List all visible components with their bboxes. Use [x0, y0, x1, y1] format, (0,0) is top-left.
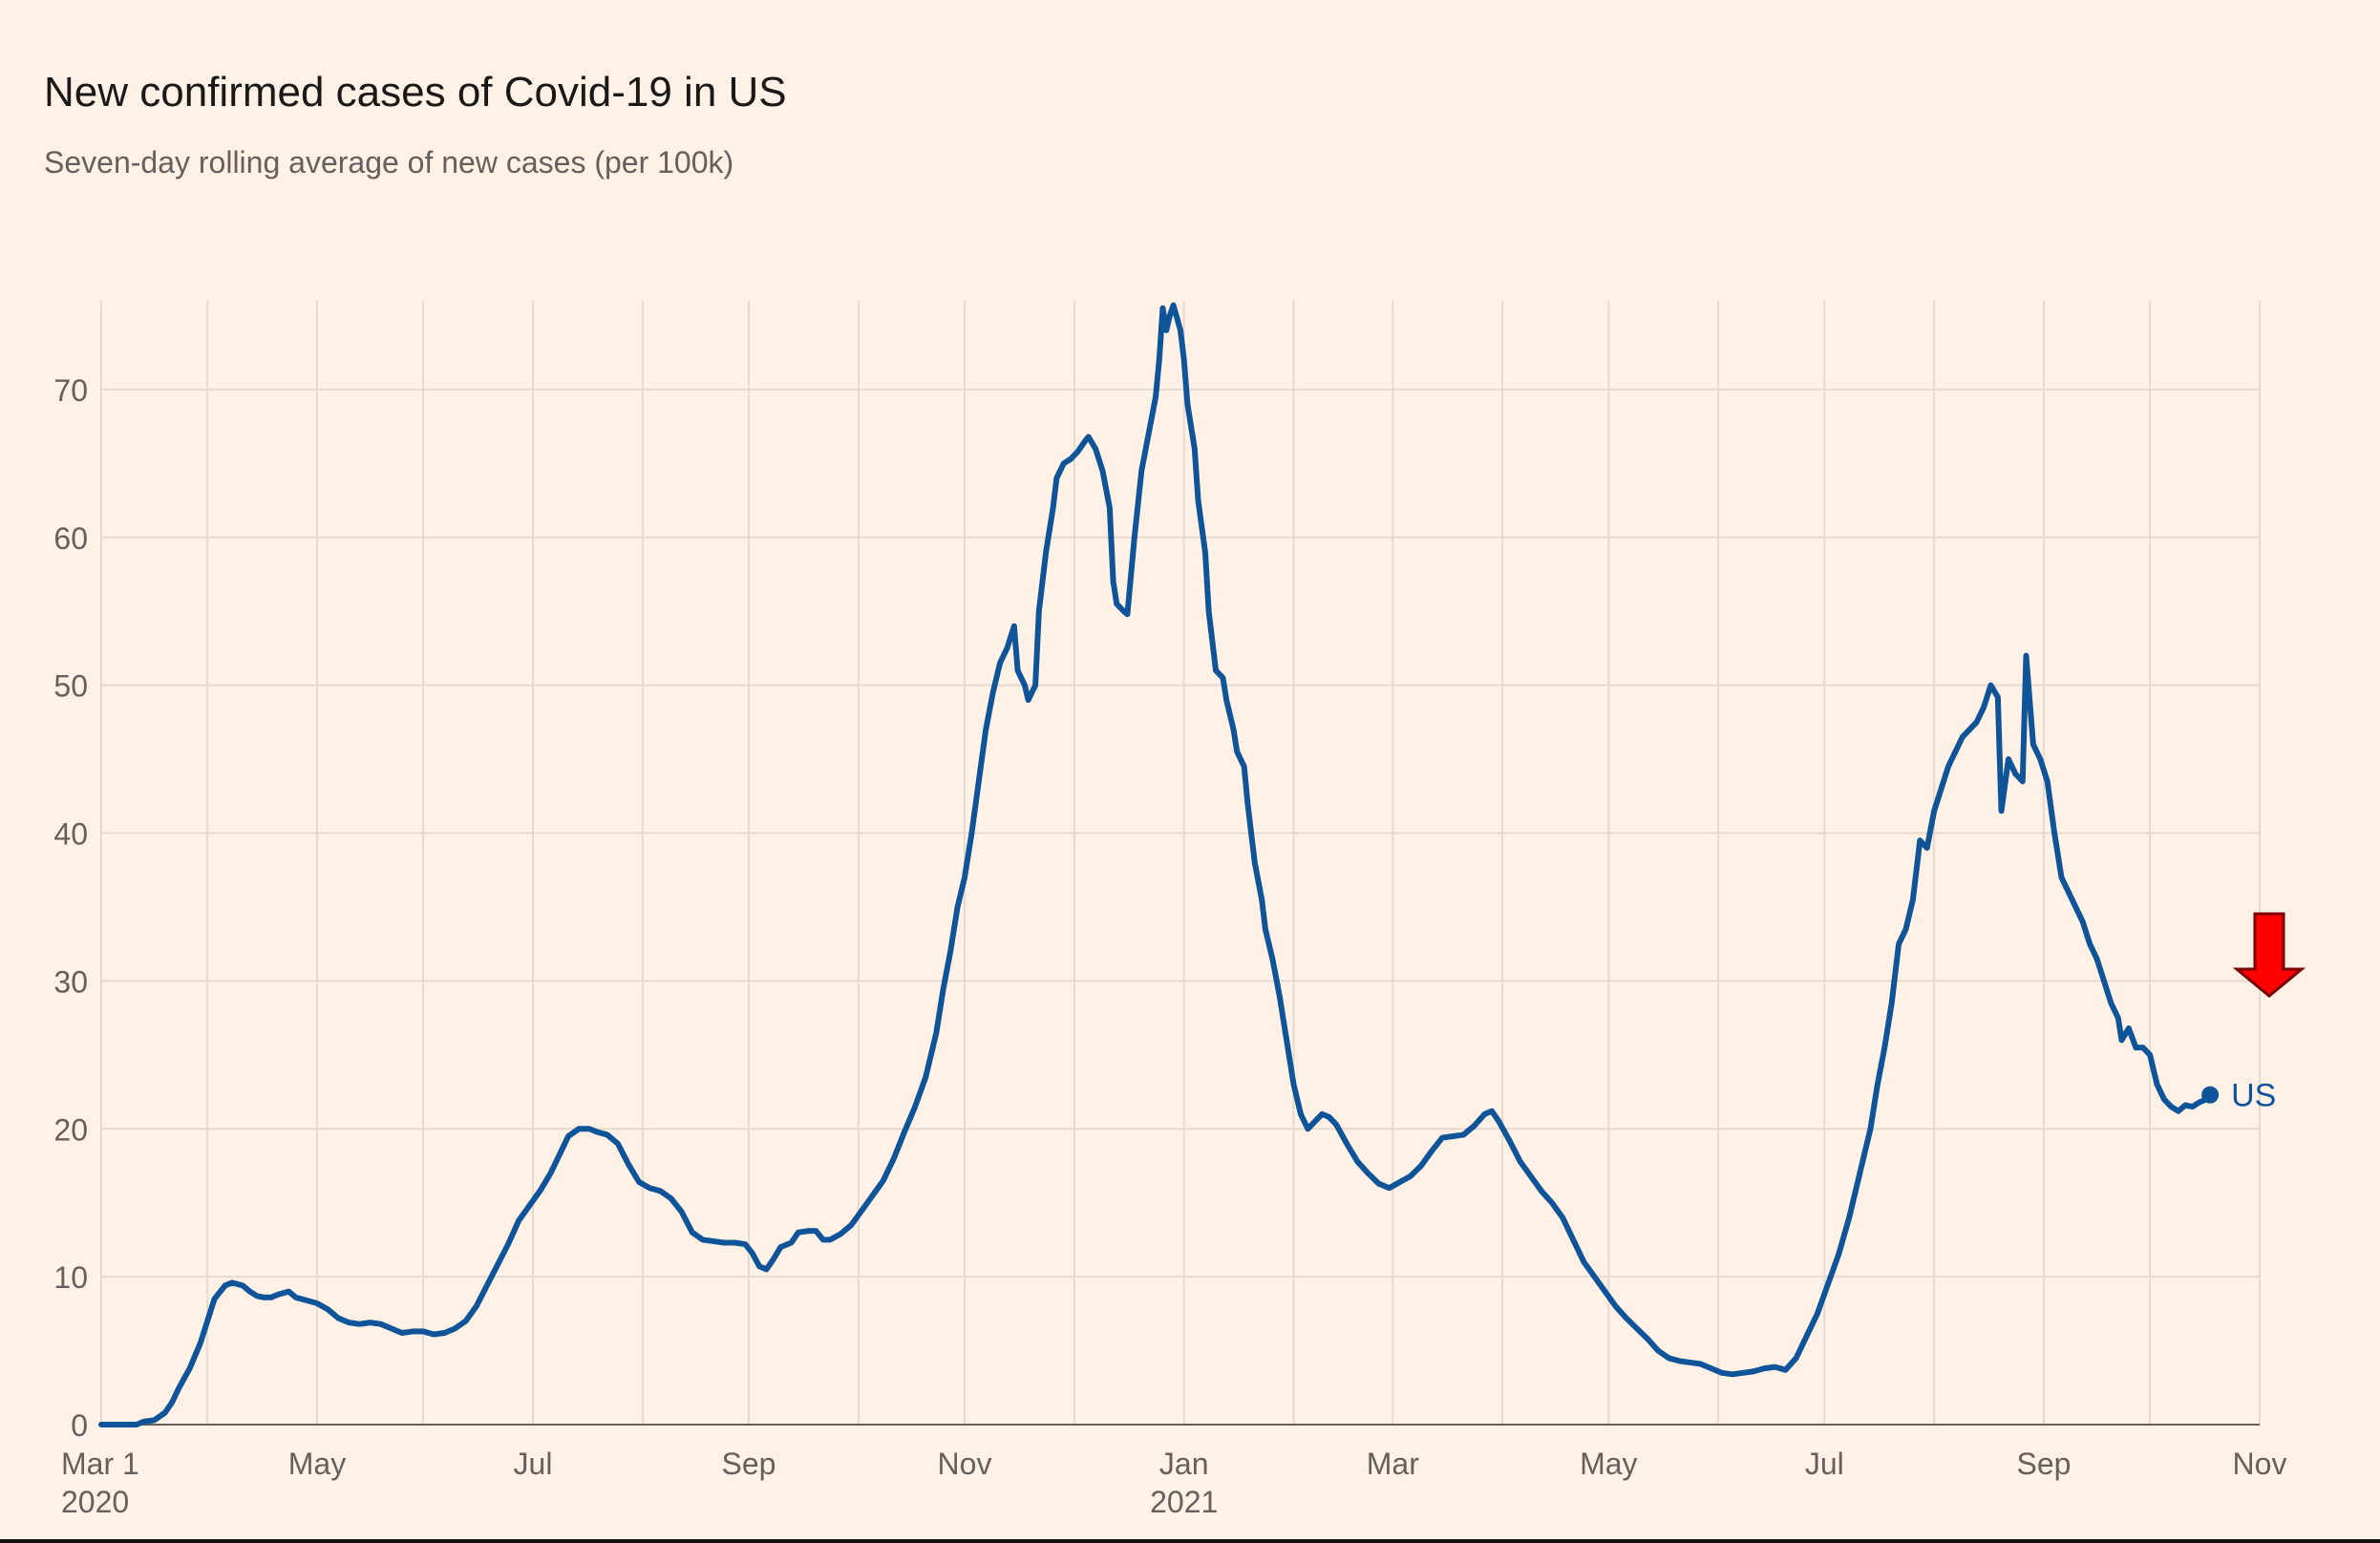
x-tick-label-8: Nov [938, 1447, 992, 1481]
down-arrow-icon [2232, 912, 2306, 998]
x-tick-label-16: Jul [1805, 1447, 1844, 1481]
y-tick-label-4: 40 [53, 817, 88, 852]
y-tick-label-7: 70 [53, 373, 88, 408]
x-tick-label-18: Sep [2017, 1447, 2072, 1481]
plot-layer: 0 10 20 30 40 50 60 70 Mar 1 2020 May Jul Sep Nov Jan 2… [53, 301, 2306, 1519]
y-tick-label-5: 50 [53, 669, 88, 704]
series-line-us [98, 302, 2214, 1427]
x-tick-label-2: May [288, 1447, 346, 1481]
series-end-point-us [2201, 1086, 2220, 1104]
bottom-rule [0, 1539, 2380, 1543]
chart-title: New confirmed cases of Covid-19 in US [44, 69, 787, 116]
x-tick-sublabel-10: 2021 [1150, 1485, 1218, 1519]
series-end-label-us: US [2231, 1078, 2276, 1114]
x-tick-label-0: Mar 1 [61, 1447, 139, 1481]
y-tick-label-0: 0 [71, 1408, 88, 1443]
x-tick-label-14: May [1580, 1447, 1637, 1481]
x-tick-label-10: Jan [1159, 1447, 1209, 1481]
y-tick-label-3: 30 [53, 964, 88, 999]
y-tick-label-2: 20 [53, 1112, 88, 1147]
chart-subtitle: Seven-day rolling average of new cases (… [44, 145, 734, 180]
x-tick-label-20: Nov [2233, 1447, 2287, 1481]
x-tick-label-6: Sep [722, 1447, 776, 1481]
y-tick-label-6: 60 [53, 521, 88, 556]
x-tick-label-12: Mar [1367, 1447, 1419, 1481]
y-tick-label-1: 10 [53, 1260, 88, 1295]
x-tick-sublabel-0: 2020 [61, 1485, 129, 1519]
x-tick-label-4: Jul [514, 1447, 553, 1481]
